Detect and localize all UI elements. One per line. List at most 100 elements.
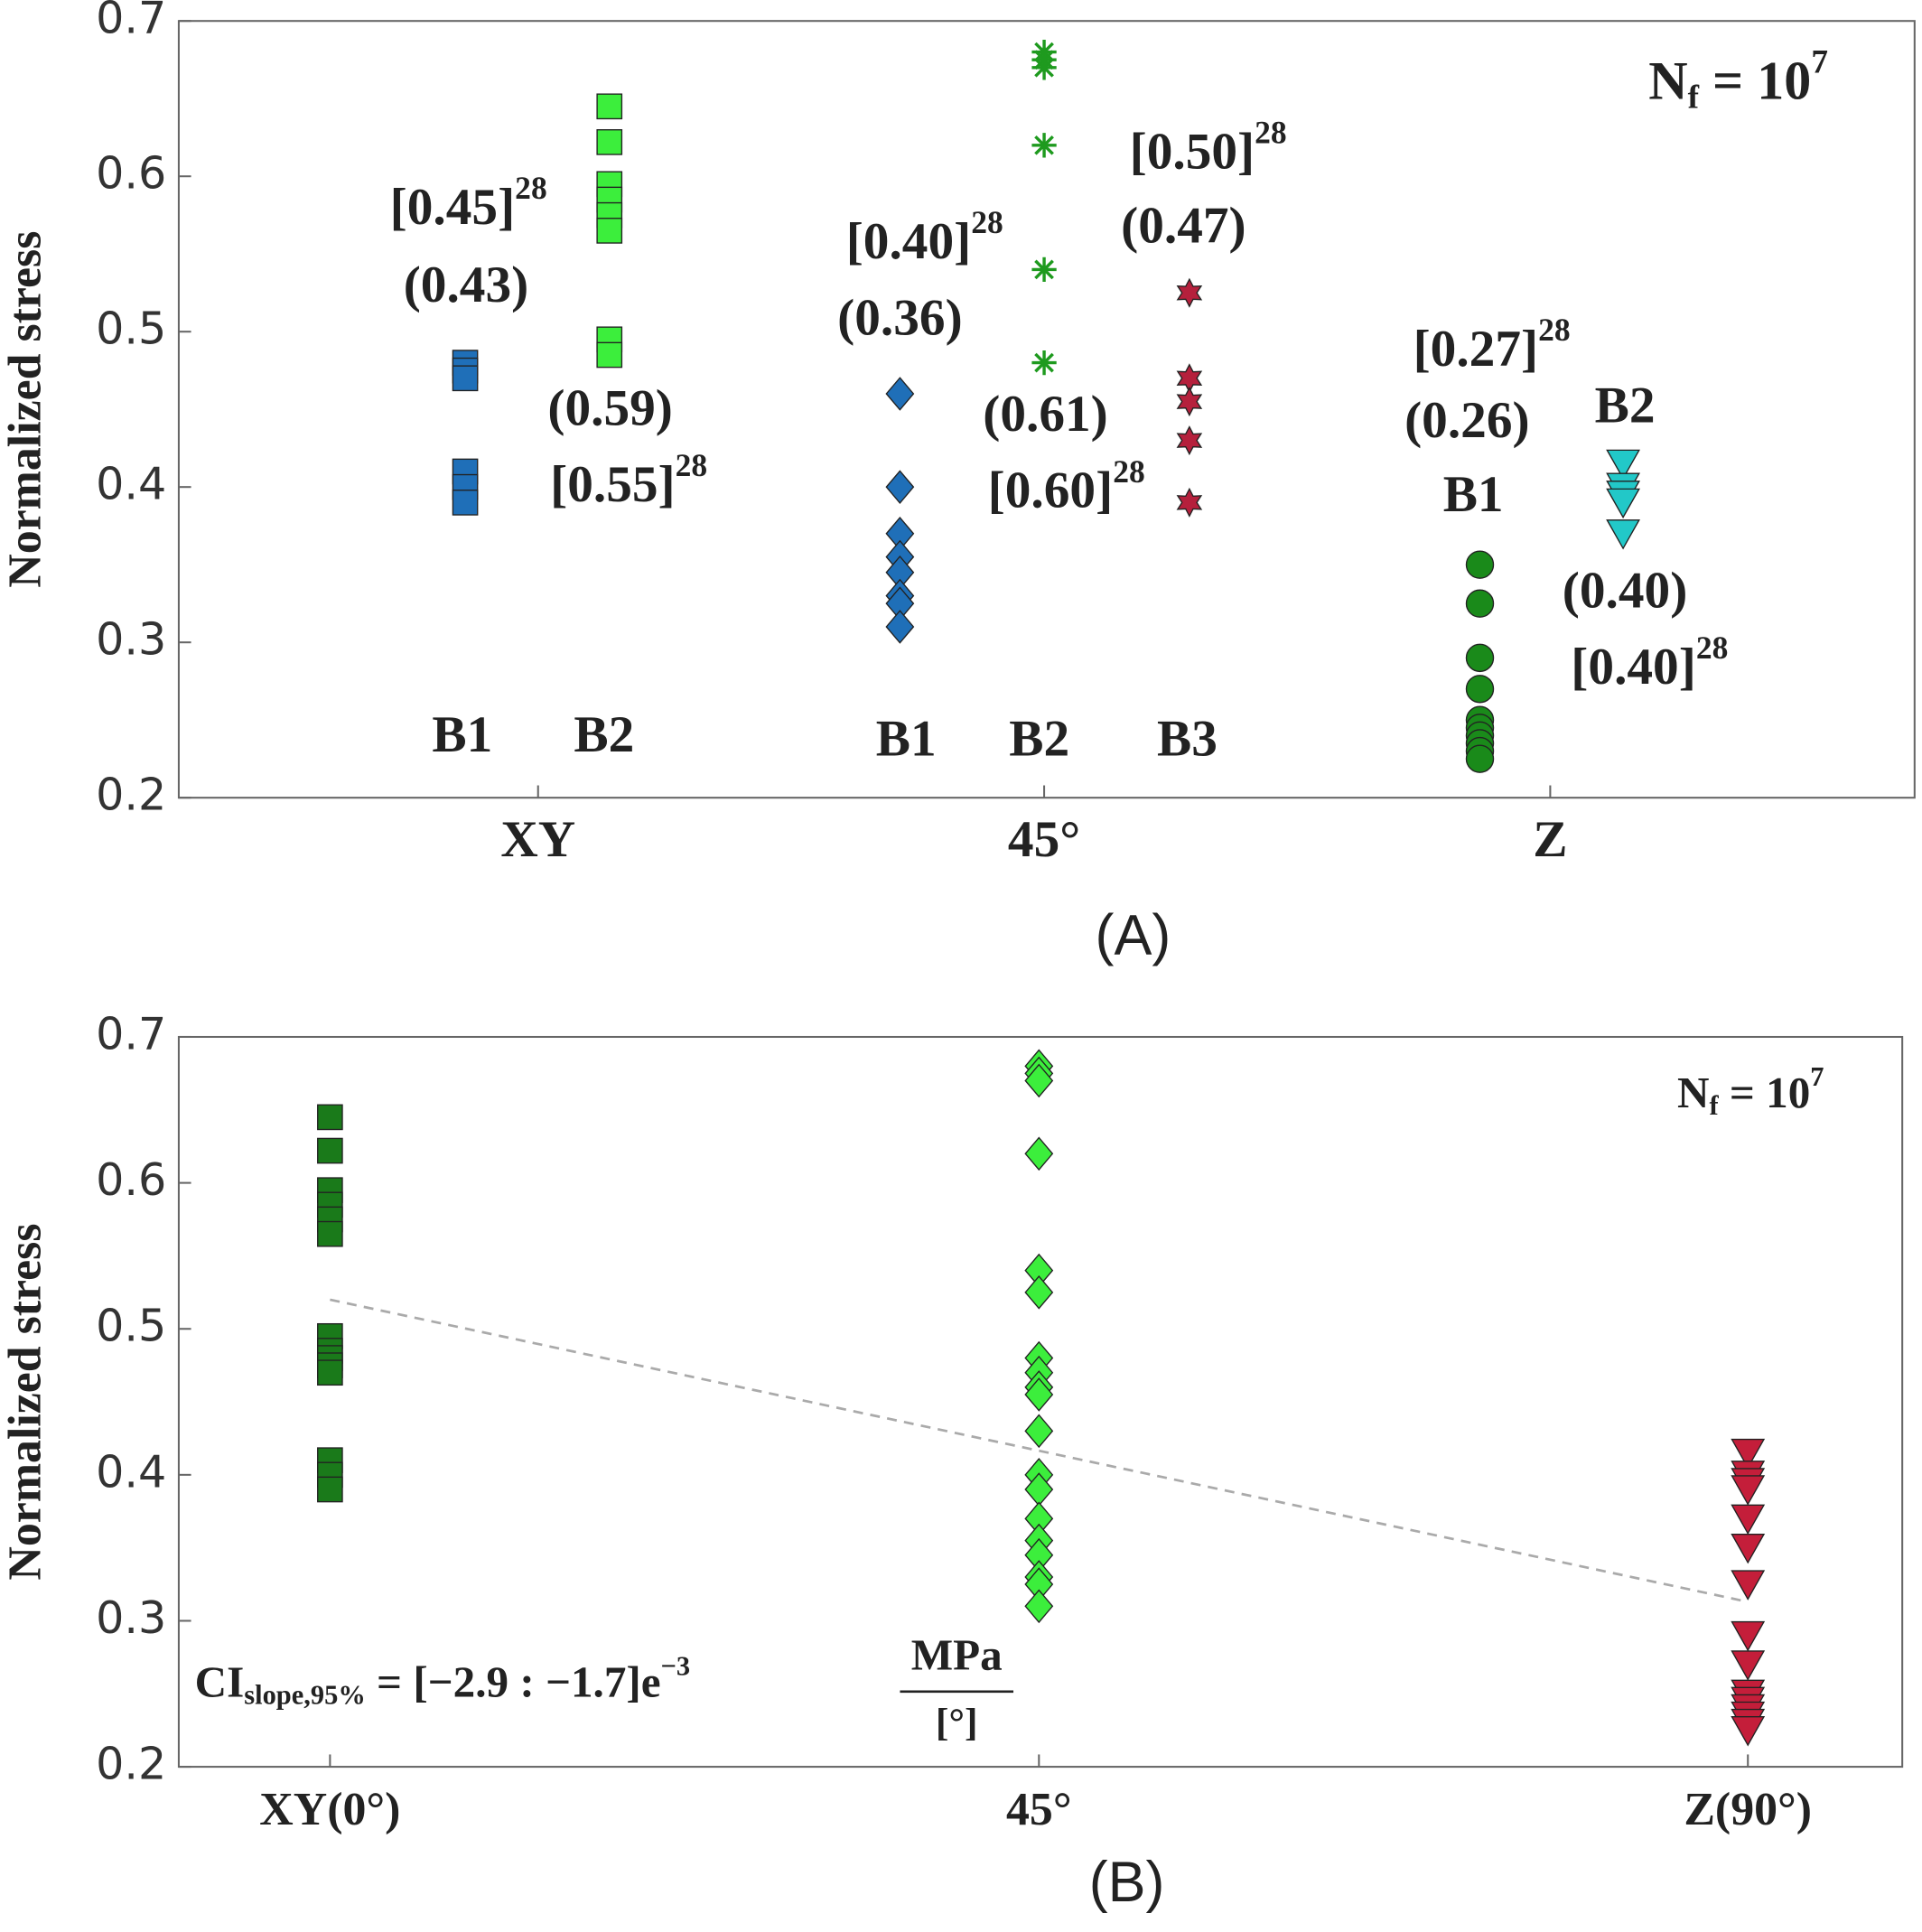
marker-square <box>317 1137 343 1164</box>
data-label: (0.26) <box>1404 392 1530 449</box>
marker-triangle <box>1731 1650 1766 1681</box>
data-label: (0.47) <box>1121 197 1246 254</box>
series-label: B2 <box>574 706 634 763</box>
marker-diamond <box>1024 1063 1054 1098</box>
x-tick-label: Z(90°) <box>1684 1784 1812 1835</box>
note-part: f <box>1709 1090 1719 1121</box>
marker-hexagram <box>1176 277 1203 308</box>
marker-square <box>596 129 623 155</box>
data-label-part: (0.47) <box>1121 197 1246 254</box>
ci-annotation: CIslope,95% = [−2.9 : −1.7]e−3 <box>195 1651 691 1711</box>
data-label: (0.36) <box>837 290 963 347</box>
data-label: [0.27]28 <box>1414 312 1571 378</box>
marker-diamond <box>1024 1589 1054 1624</box>
marker-square <box>596 218 623 244</box>
data-label: (0.61) <box>983 386 1108 443</box>
series-label: B1 <box>1443 466 1504 523</box>
data-label-part: (0.40) <box>1563 562 1688 619</box>
note-part: 7 <box>1810 1061 1824 1092</box>
marker-square <box>452 365 479 392</box>
data-label-part: 28 <box>971 204 1003 240</box>
data-label-part: 28 <box>1113 453 1145 490</box>
data-label-part: (0.59) <box>547 379 673 436</box>
y-tick-label: 0.5 <box>96 1300 166 1352</box>
series-label: B2 <box>1595 378 1656 434</box>
y-tick-label: 0.3 <box>96 613 166 666</box>
note-part: N <box>1677 1068 1709 1117</box>
marker-circle <box>1465 643 1495 673</box>
marker-triangle <box>1606 449 1640 481</box>
note-part: N <box>1648 50 1687 110</box>
marker-square <box>317 1104 343 1131</box>
data-label: (0.43) <box>404 257 529 313</box>
marker-triangle <box>1731 1715 1766 1747</box>
y-axis-label: Normalized stress <box>0 231 51 588</box>
marker-triangle <box>1606 519 1640 550</box>
marker-circle <box>1465 589 1495 618</box>
y-axis-label: Normalized stress <box>0 1223 51 1580</box>
data-label-part: 28 <box>1538 312 1571 348</box>
caption: (B) <box>1089 1851 1165 1914</box>
data-label-part: 28 <box>1255 115 1287 151</box>
data-label-part: (0.36) <box>837 290 963 347</box>
data-label: (0.40) <box>1563 562 1688 619</box>
y-tick-label: 0.5 <box>96 303 166 355</box>
data-label-part: [0.50] <box>1130 124 1255 181</box>
marker-asterisk <box>1031 350 1057 376</box>
caption: (A) <box>1096 904 1171 967</box>
data-label-part: [0.40] <box>1571 639 1696 695</box>
x-tick-label: XY(0°) <box>259 1784 400 1835</box>
x-tick-label: Z <box>1533 811 1567 868</box>
marker-square <box>596 341 623 369</box>
data-label: (0.59) <box>547 379 673 436</box>
note-part: = 10 <box>1699 50 1811 110</box>
ci-annotation-part: CI <box>195 1657 245 1707</box>
series-label: B3 <box>1157 710 1218 767</box>
marker-triangle <box>1731 1620 1766 1652</box>
plot-area <box>177 20 1916 799</box>
data-label-part: [0.45] <box>390 179 516 236</box>
data-label-part: 28 <box>515 170 547 206</box>
marker-diamond <box>1024 1377 1054 1412</box>
data-label: [0.40]28 <box>846 204 1003 270</box>
y-tick-label: 0.6 <box>96 1153 166 1206</box>
y-tick-label: 0.2 <box>96 769 166 821</box>
y-tick-label: 0.4 <box>96 458 166 510</box>
data-label: [0.60]28 <box>988 453 1145 519</box>
marker-circle <box>1465 744 1495 773</box>
marker-asterisk <box>1031 257 1057 283</box>
x-tick-label: 45° <box>1006 1784 1072 1835</box>
y-tick-label: 0.7 <box>96 1007 166 1059</box>
ci-annotation-part: slope,95% <box>244 1680 366 1711</box>
x-tick-label: XY <box>500 811 575 868</box>
data-label-part: (0.26) <box>1404 392 1530 449</box>
series-label: B1 <box>432 706 492 763</box>
plot-area <box>177 1035 1904 1769</box>
marker-circle <box>1465 675 1495 704</box>
marker-square <box>317 1476 343 1503</box>
marker-diamond <box>885 470 915 504</box>
marker-triangle <box>1731 1475 1766 1506</box>
marker-diamond <box>1024 1414 1054 1449</box>
marker-square <box>317 1220 343 1247</box>
x-tick-label: 45° <box>1008 811 1080 868</box>
marker-diamond <box>885 610 915 644</box>
note: Nf = 107 <box>1648 43 1828 116</box>
y-tick-label: 0.4 <box>96 1445 166 1498</box>
y-tick-label: 0.3 <box>96 1591 166 1644</box>
data-label-part: [0.27] <box>1414 321 1539 378</box>
y-tick-label: 0.7 <box>96 0 166 44</box>
marker-triangle <box>1731 1438 1766 1470</box>
data-label-part: [0.55] <box>550 456 676 513</box>
marker-diamond <box>1024 1275 1054 1310</box>
data-label-part: (0.43) <box>404 257 529 313</box>
marker-diamond <box>885 377 915 411</box>
data-label: [0.55]28 <box>550 447 707 513</box>
ci-denominator: [°] <box>936 1701 978 1744</box>
data-label-part: 28 <box>1696 630 1729 666</box>
marker-triangle <box>1606 488 1640 519</box>
marker-triangle <box>1731 1504 1766 1535</box>
marker-circle <box>1465 550 1495 579</box>
data-label: [0.50]28 <box>1130 115 1287 181</box>
